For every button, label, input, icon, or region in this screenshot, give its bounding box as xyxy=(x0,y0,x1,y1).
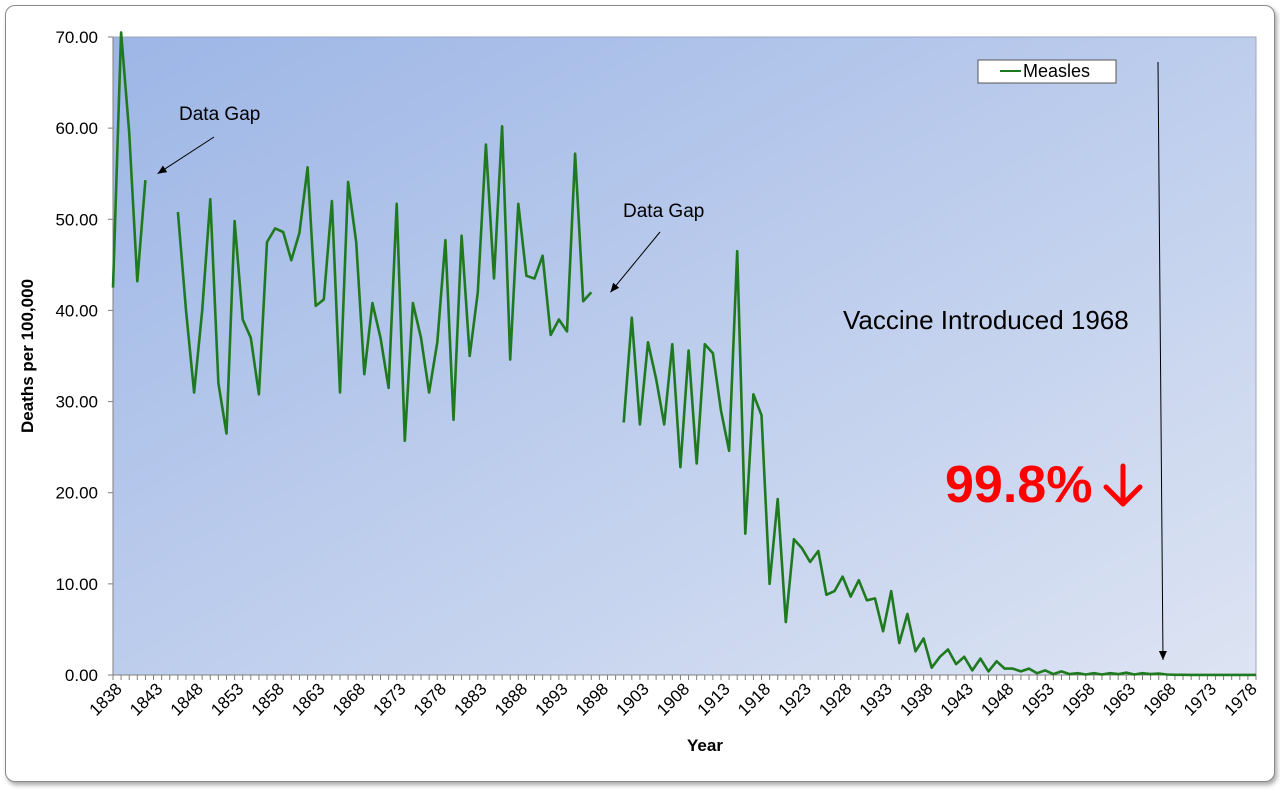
x-tick-label: 1958 xyxy=(1058,679,1098,719)
x-tick-label: 1893 xyxy=(531,679,571,719)
y-tick-label: 10.00 xyxy=(55,575,98,594)
x-tick-label: 1928 xyxy=(815,679,855,719)
down-arrow-icon xyxy=(1103,463,1143,507)
x-tick-label: 1898 xyxy=(572,679,612,719)
x-tick-label: 1863 xyxy=(288,679,328,719)
x-tick-label: 1878 xyxy=(410,679,450,719)
x-tick-label: 1858 xyxy=(248,679,288,719)
y-axis: 0.00 10.00 20.00 30.00 40.00 50.00 60.00 70.00 xyxy=(55,28,114,685)
x-tick-label: 1848 xyxy=(167,679,207,719)
x-tick-label: 1943 xyxy=(937,679,977,719)
y-tick-label: 0.00 xyxy=(65,666,98,685)
x-tick-label: 1918 xyxy=(734,679,774,719)
annotation-vaccine: Vaccine Introduced 1968 xyxy=(843,305,1129,335)
x-axis: 1838 1843 1848 1853 1858 1863 1868 1873 1878 1883… xyxy=(86,674,1261,720)
series-measles xyxy=(111,31,1256,677)
y-tick-label: 70.00 xyxy=(55,28,98,47)
annotation-data-gap-2: Data Gap xyxy=(623,201,704,222)
x-tick-label: 1873 xyxy=(369,679,409,719)
x-tick-label: 1843 xyxy=(126,679,166,719)
x-tick-label: 1903 xyxy=(613,679,653,719)
annotation-data-gap-1-arrow xyxy=(157,136,215,175)
x-tick-label: 1923 xyxy=(775,679,815,719)
x-tick-label: 1868 xyxy=(329,679,369,719)
annotation-percent-drop: 99.8% xyxy=(945,456,1092,514)
y-tick-label: 60.00 xyxy=(55,119,98,138)
x-tick-label: 1973 xyxy=(1180,679,1220,719)
legend: Measles xyxy=(977,59,1117,84)
x-tick-label: 1938 xyxy=(896,679,936,719)
annotation-vaccine-arrow xyxy=(1157,61,1167,661)
x-tick-label: 1948 xyxy=(977,679,1017,719)
y-tick-label: 20.00 xyxy=(55,484,98,503)
x-tick-label: 1933 xyxy=(856,679,896,719)
y-axis-title: Deaths per 100,000 xyxy=(18,279,37,433)
x-tick-label: 1978 xyxy=(1221,679,1261,719)
x-tick-label: 1883 xyxy=(450,679,490,719)
legend-box xyxy=(977,59,1117,84)
x-tick-label: 1968 xyxy=(1139,679,1179,719)
x-tick-label: 1853 xyxy=(207,679,247,719)
series-line-segment xyxy=(176,125,593,443)
x-tick-label: 1953 xyxy=(1018,679,1058,719)
series-line-segment xyxy=(111,31,147,288)
annotation-data-gap-1: Data Gap xyxy=(179,104,260,125)
y-tick-label: 30.00 xyxy=(55,393,98,412)
x-tick-label: 1838 xyxy=(86,679,126,719)
x-tick-label: 1888 xyxy=(491,679,531,719)
x-tick-label: 1908 xyxy=(653,679,693,719)
y-tick-label: 40.00 xyxy=(55,301,98,320)
x-axis-title: Year xyxy=(687,736,723,755)
y-tick-label: 50.00 xyxy=(55,210,98,229)
plot-area xyxy=(112,36,1257,676)
legend-label: Measles xyxy=(1023,61,1090,81)
series-line-segment xyxy=(622,249,1256,677)
annotation-data-gap-2-arrow xyxy=(610,231,661,293)
x-tick-label: 1913 xyxy=(694,679,734,719)
x-tick-label: 1963 xyxy=(1099,679,1139,719)
